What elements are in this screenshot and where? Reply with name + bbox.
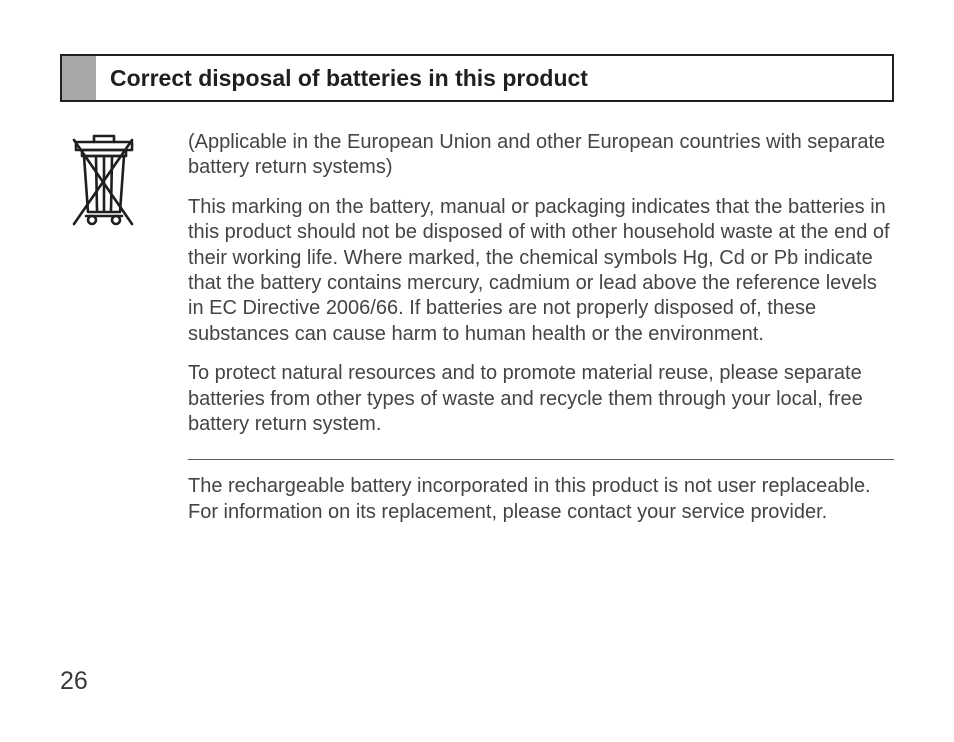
- icon-column: [60, 130, 188, 539]
- disposal-paragraph-1: This marking on the battery, manual or p…: [188, 195, 894, 347]
- page-number: 26: [60, 667, 88, 696]
- section-divider: [188, 459, 894, 460]
- disposal-paragraph-2: To protect natural resources and to prom…: [188, 361, 894, 437]
- content-row: (Applicable in the European Union and ot…: [60, 130, 894, 539]
- section-title-bar: Correct disposal of batteries in this pr…: [60, 54, 894, 102]
- manual-page: Correct disposal of batteries in this pr…: [0, 0, 954, 742]
- section-title: Correct disposal of batteries in this pr…: [96, 56, 892, 100]
- applicability-note: (Applicable in the European Union and ot…: [188, 130, 894, 181]
- text-column: (Applicable in the European Union and ot…: [188, 130, 894, 539]
- crossed-out-bin-icon: [64, 130, 144, 234]
- rechargeable-note: The rechargeable battery incorporated in…: [188, 474, 894, 525]
- title-tab-decoration: [62, 56, 96, 100]
